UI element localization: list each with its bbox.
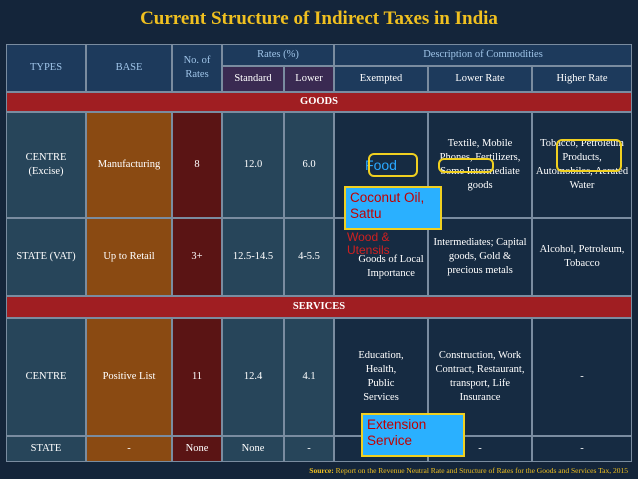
row4-base: -: [86, 436, 172, 462]
extension-service-callout: Extension Service: [361, 413, 465, 457]
header-higher-rate: Higher Rate: [532, 66, 632, 92]
row3-standard: 12.4: [222, 318, 284, 436]
header-base: BASE: [86, 44, 172, 92]
header-lower-rate: Lower Rate: [428, 66, 532, 92]
row3-type: CENTRE: [6, 318, 86, 436]
row2-exempted: Goods of Local Importance: [334, 218, 428, 296]
header-desc-group: Description of Commodities: [334, 44, 632, 66]
row1-type: CENTRE (Excise): [6, 112, 86, 218]
header-rates-group: Rates (%): [222, 44, 334, 66]
row4-standard: None: [222, 436, 284, 462]
overlap-text: Wood & Utensils: [347, 230, 390, 257]
food-highlight: [368, 153, 418, 177]
section-services: SERVICES: [6, 296, 632, 318]
row4-higher-rate: -: [532, 436, 632, 462]
section-goods: GOODS: [6, 92, 632, 112]
row2-num: 3+: [172, 218, 222, 296]
row3-higher-rate: -: [532, 318, 632, 436]
row2-higher-rate: Alcohol, Petroleum, Tobacco: [532, 218, 632, 296]
row1-higher-rate: Tobacco, Petroleum Products, Automobiles…: [532, 112, 632, 218]
header-types: TYPES: [6, 44, 86, 92]
row1-standard: 12.0: [222, 112, 284, 218]
row2-lower: 4-5.5: [284, 218, 334, 296]
row1-num: 8: [172, 112, 222, 218]
row2-standard: 12.5-14.5: [222, 218, 284, 296]
header-standard: Standard: [222, 66, 284, 92]
row1-lower: 6.0: [284, 112, 334, 218]
row3-num: 11: [172, 318, 222, 436]
header-exempted: Exempted: [334, 66, 428, 92]
fertilizers-highlight: [438, 158, 494, 173]
source-text: Report on the Revenue Neutral Rate and S…: [333, 466, 628, 475]
source-label: Source:: [309, 466, 334, 475]
row2-type: STATE (VAT): [6, 218, 86, 296]
petroleum-highlight: [556, 139, 622, 172]
food-label: Food: [365, 157, 397, 173]
coconut-oil-callout: Coconut Oil, Sattu: [344, 186, 442, 230]
row4-type: STATE: [6, 436, 86, 462]
header-lower: Lower: [284, 66, 334, 92]
header-no-of-rates: No. of Rates: [172, 44, 222, 92]
row2-lower-rate: Intermediates; Capital goods, Gold & pre…: [428, 218, 532, 296]
page-title: Current Structure of Indirect Taxes in I…: [140, 8, 498, 29]
row4-lower: -: [284, 436, 334, 462]
row2-base: Up to Retail: [86, 218, 172, 296]
row3-base: Positive List: [86, 318, 172, 436]
row1-base: Manufacturing: [86, 112, 172, 218]
source-footnote: Source: Report on the Revenue Neutral Ra…: [0, 466, 628, 475]
row3-lower: 4.1: [284, 318, 334, 436]
row4-num: None: [172, 436, 222, 462]
